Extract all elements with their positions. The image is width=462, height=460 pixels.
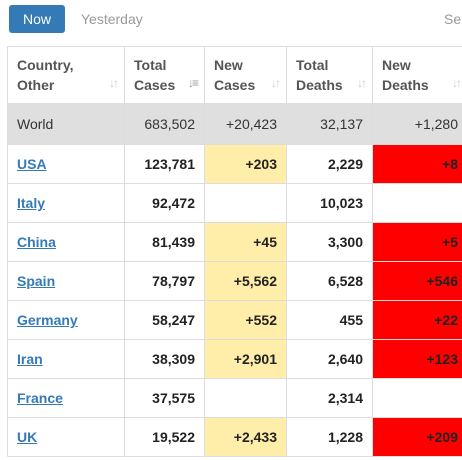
new-cases-cell: +20,423 [204, 103, 287, 145]
cases-table: Country, Other ↓↑ Total Cases ↓≡ New Cas… [7, 46, 462, 457]
country-cell: UK [7, 417, 125, 457]
header-label: Cases [134, 77, 176, 93]
new-deaths-cell: +546 [372, 261, 462, 301]
tab-now[interactable]: Now [9, 5, 65, 33]
sort-arrows-icon[interactable]: ↓↑ [109, 76, 119, 90]
table-row: Spain 78,797 +5,562 6,528 +546 [7, 261, 462, 301]
sort-arrows-icon[interactable]: ↓↑ [452, 76, 462, 90]
new-cases-cell: +552 [204, 300, 287, 340]
new-deaths-cell: +209 [372, 417, 462, 457]
header-label: Total [134, 57, 167, 73]
sort-descending-icon[interactable]: ↓≡ [187, 76, 199, 90]
new-cases-cell: +2,433 [204, 417, 287, 457]
country-cell: Germany [7, 300, 125, 340]
header-new-deaths[interactable]: New Deaths ↓↑ [372, 46, 462, 104]
header-new-cases[interactable]: New Cases ↓↑ [204, 46, 287, 104]
table-row: Italy 92,472 10,023 [7, 183, 462, 223]
total-deaths-cell: 1,228 [286, 417, 373, 457]
table-row: Germany 58,247 +552 455 +22 [7, 300, 462, 340]
total-deaths-cell: 455 [286, 300, 373, 340]
country-cell: Spain [7, 261, 125, 301]
country-link[interactable]: Italy [17, 195, 46, 211]
new-cases-cell: +5,562 [204, 261, 287, 301]
header-label: New [382, 57, 411, 73]
country-cell: World [7, 103, 125, 145]
country-link[interactable]: Germany [17, 312, 78, 328]
new-cases-cell [204, 183, 287, 223]
header-label: Country, [17, 57, 74, 73]
table-row: UK 19,522 +2,433 1,228 +209 [7, 417, 462, 457]
country-cell: USA [7, 144, 125, 184]
table-row: USA 123,781 +203 2,229 +8 [7, 144, 462, 184]
country-cell: France [7, 378, 125, 418]
world-total-row: World 683,502 +20,423 32,137 +1,280 [7, 103, 462, 145]
table-header-row: Country, Other ↓↑ Total Cases ↓≡ New Cas… [7, 46, 462, 104]
country-cell: Iran [7, 339, 125, 379]
new-deaths-cell [372, 183, 462, 223]
new-cases-cell [204, 378, 287, 418]
total-cases-cell: 78,797 [124, 261, 205, 301]
tab-yesterday[interactable]: Yesterday [81, 11, 143, 27]
total-deaths-cell: 2,229 [286, 144, 373, 184]
total-deaths-cell: 10,023 [286, 183, 373, 223]
tab-bar: Now Yesterday Se [0, 0, 462, 40]
new-deaths-cell [372, 378, 462, 418]
total-cases-cell: 81,439 [124, 222, 205, 262]
table-row: France 37,575 2,314 [7, 378, 462, 418]
header-label: Deaths [296, 77, 343, 93]
country-link[interactable]: Spain [17, 273, 56, 289]
sort-arrows-icon[interactable]: ↓↑ [271, 76, 281, 90]
new-deaths-cell: +5 [372, 222, 462, 262]
new-deaths-cell: +1,280 [372, 103, 462, 145]
total-deaths-cell: 2,640 [286, 339, 373, 379]
country-link[interactable]: UK [17, 429, 38, 445]
tab-more[interactable]: Se [444, 11, 462, 27]
total-deaths-cell: 3,300 [286, 222, 373, 262]
new-cases-cell: +2,901 [204, 339, 287, 379]
table-row: China 81,439 +45 3,300 +5 [7, 222, 462, 262]
new-deaths-cell: +8 [372, 144, 462, 184]
new-cases-cell: +45 [204, 222, 287, 262]
total-cases-cell: 19,522 [124, 417, 205, 457]
total-deaths-cell: 6,528 [286, 261, 373, 301]
header-label: New [214, 57, 243, 73]
table-row: Iran 38,309 +2,901 2,640 +123 [7, 339, 462, 379]
new-deaths-cell: +123 [372, 339, 462, 379]
header-total-cases[interactable]: Total Cases ↓≡ [124, 46, 205, 104]
header-total-deaths[interactable]: Total Deaths ↓↑ [286, 46, 373, 104]
total-cases-cell: 38,309 [124, 339, 205, 379]
header-label: Deaths [382, 77, 429, 93]
country-cell: China [7, 222, 125, 262]
total-cases-cell: 58,247 [124, 300, 205, 340]
total-cases-cell: 37,575 [124, 378, 205, 418]
country-link[interactable]: USA [17, 156, 47, 172]
country-link[interactable]: France [17, 390, 63, 406]
total-deaths-cell: 2,314 [286, 378, 373, 418]
country-link[interactable]: Iran [17, 351, 43, 367]
sort-arrows-icon[interactable]: ↓↑ [357, 76, 367, 90]
country-link[interactable]: China [17, 234, 56, 250]
header-label: Cases [214, 77, 256, 93]
header-country[interactable]: Country, Other ↓↑ [7, 46, 125, 104]
total-deaths-cell: 32,137 [286, 103, 373, 145]
header-label: Total [296, 57, 329, 73]
new-cases-cell: +203 [204, 144, 287, 184]
country-cell: Italy [7, 183, 125, 223]
total-cases-cell: 92,472 [124, 183, 205, 223]
total-cases-cell: 683,502 [124, 103, 205, 145]
header-label: Other [17, 77, 55, 93]
new-deaths-cell: +22 [372, 300, 462, 340]
total-cases-cell: 123,781 [124, 144, 205, 184]
